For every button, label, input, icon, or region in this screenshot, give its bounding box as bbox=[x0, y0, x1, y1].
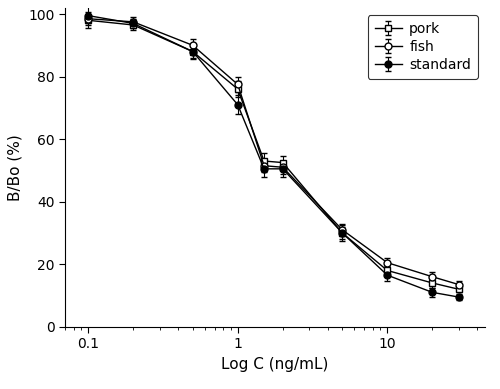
X-axis label: Log C (ng/mL): Log C (ng/mL) bbox=[222, 357, 328, 372]
Y-axis label: B/Bo (%): B/Bo (%) bbox=[8, 134, 22, 201]
Legend: pork, fish, standard: pork, fish, standard bbox=[368, 15, 478, 79]
